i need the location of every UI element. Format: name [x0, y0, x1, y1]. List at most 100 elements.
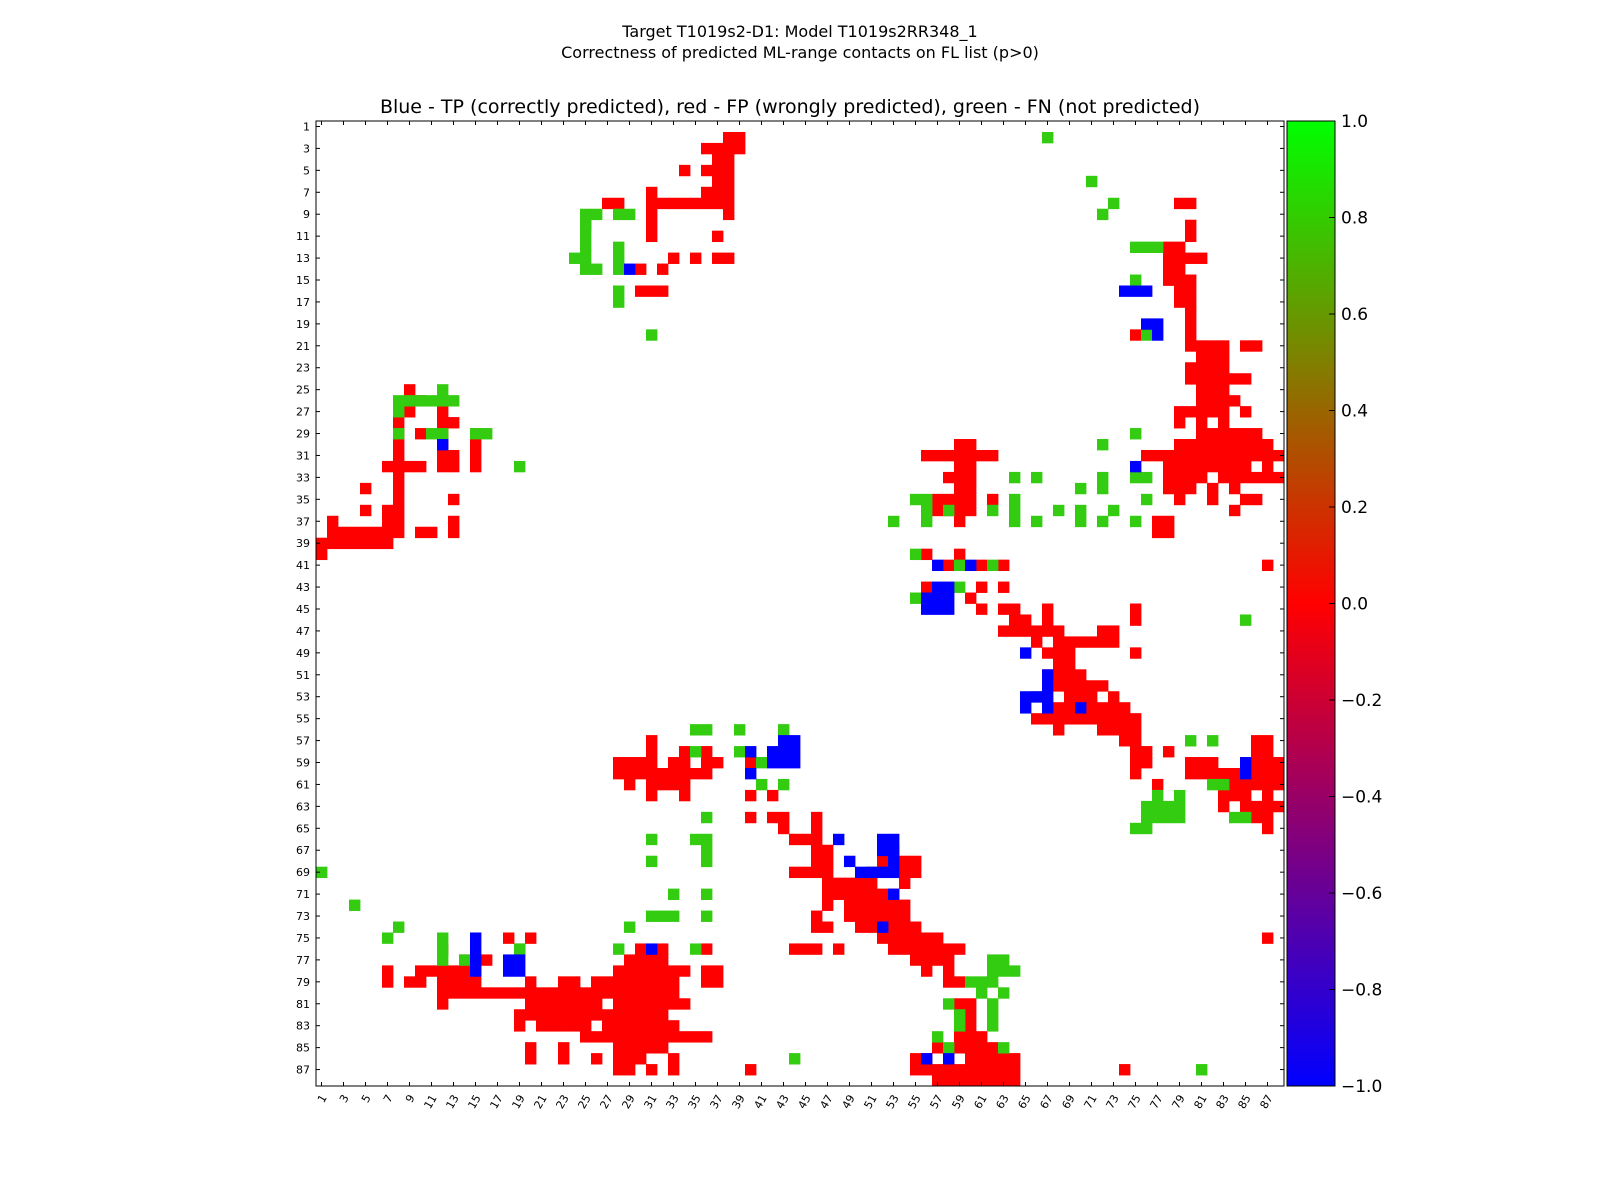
heatmap-cell-fp: [437, 406, 449, 418]
heatmap-cell-fn: [690, 833, 702, 846]
heatmap-cell-fp: [1218, 373, 1230, 385]
heatmap-cell-fp: [569, 987, 581, 999]
y-tick-label: 15: [296, 274, 310, 287]
y-tick-label: 19: [296, 318, 310, 331]
x-tick-label: 31: [641, 1093, 659, 1112]
heatmap-cell-fn: [1130, 471, 1142, 484]
heatmap-cell-fp: [679, 757, 691, 769]
heatmap-cell-tp: [778, 757, 790, 769]
colorbar-tick-label: −0.4: [1341, 788, 1382, 808]
heatmap-cell-fp: [679, 746, 691, 758]
heatmap-cell-fp: [536, 1009, 548, 1021]
heatmap-cell-fp: [547, 1020, 559, 1032]
heatmap-cell-fn: [998, 1042, 1010, 1054]
heatmap-cell-fp: [811, 921, 823, 933]
heatmap-cell-fp: [371, 537, 383, 550]
heatmap-cell-fp: [1174, 263, 1186, 275]
heatmap-cell-fp: [448, 493, 460, 506]
heatmap-cell-fp: [646, 757, 658, 769]
heatmap-cell-fp: [822, 888, 834, 900]
heatmap-cell-fn: [613, 285, 625, 297]
heatmap-cell-fp: [1207, 757, 1219, 769]
heatmap-cell-fp: [690, 252, 702, 264]
heatmap-cell-fn: [591, 263, 603, 275]
heatmap-cell-fp: [855, 921, 867, 933]
heatmap-cell-fn: [1097, 208, 1109, 221]
heatmap-cell-fp: [635, 987, 647, 999]
heatmap-cell-tp: [1020, 702, 1032, 714]
heatmap-cell-tp: [877, 921, 889, 933]
heatmap-cell-fp: [987, 1075, 999, 1087]
heatmap-cell-fp: [1097, 713, 1109, 725]
heatmap-cell-fp: [723, 208, 735, 221]
heatmap-cell-fn: [910, 592, 922, 604]
heatmap-cell-fp: [1251, 449, 1263, 462]
heatmap-cell-tp: [932, 559, 944, 572]
heatmap-cell-tp: [888, 844, 900, 857]
heatmap-cell-fp: [646, 1031, 658, 1043]
heatmap-cell-fp: [481, 954, 493, 966]
heatmap-cell-fp: [712, 230, 724, 243]
heatmap-cell-fn: [580, 219, 592, 232]
heatmap-cell-fp: [613, 1009, 625, 1021]
x-tick-label: 23: [553, 1093, 571, 1112]
colorbar-tick-label: 0.8: [1341, 209, 1368, 229]
heatmap-cell-tp: [514, 965, 526, 977]
heatmap-cell-fp: [558, 1020, 570, 1032]
heatmap-cell-fp: [943, 559, 955, 572]
heatmap-cell-fp: [393, 439, 405, 451]
heatmap-cell-fp: [547, 987, 559, 999]
heatmap-cell-fn: [932, 1031, 944, 1043]
heatmap-cell-fn: [1152, 811, 1164, 824]
heatmap-cell-fn: [437, 932, 449, 944]
heatmap-cell-fp: [448, 987, 460, 999]
heatmap-cell-fp: [646, 285, 658, 297]
heatmap-cell-fp: [393, 493, 405, 506]
heatmap-cell-fp: [1119, 702, 1131, 714]
heatmap-cell-fp: [899, 899, 911, 911]
heatmap-cell-fp: [1086, 691, 1098, 703]
heatmap-cell-tp: [877, 844, 889, 857]
y-tick-label: 61: [296, 778, 310, 791]
heatmap-cell-fp: [668, 757, 680, 769]
heatmap-cell-fn: [690, 746, 702, 758]
heatmap-cell-fp: [1229, 428, 1241, 440]
heatmap-cell-fp: [613, 965, 625, 977]
heatmap-cell-fn: [437, 395, 449, 407]
heatmap-cell-fn: [701, 724, 713, 736]
heatmap-cell-fn: [943, 998, 955, 1010]
heatmap-cell-fp: [459, 965, 471, 977]
heatmap-cell-fp: [932, 932, 944, 944]
heatmap-cell-fp: [1141, 757, 1153, 769]
heatmap-cell-fp: [602, 197, 614, 210]
heatmap-cell-fp: [1185, 449, 1197, 462]
heatmap-cell-fp: [624, 1042, 636, 1054]
x-tick-label: 45: [795, 1093, 813, 1112]
heatmap-cell-fp: [932, 1042, 944, 1054]
figure-title-line2: Correctness of predicted ML-range contac…: [561, 43, 1039, 62]
heatmap-cell-fp: [1185, 482, 1197, 495]
x-tick-label: 3: [337, 1093, 352, 1106]
heatmap-cell-fn: [1130, 515, 1142, 528]
heatmap-cell-fp: [580, 998, 592, 1010]
heatmap-cell-fp: [745, 789, 757, 802]
heatmap-cell-fp: [712, 965, 724, 977]
heatmap-cell-fp: [646, 976, 658, 988]
colorbar-tick-label: 0.4: [1341, 402, 1368, 422]
heatmap-cell-fp: [1240, 439, 1252, 451]
heatmap-cell-fp: [1273, 800, 1285, 813]
y-tick-label: 65: [296, 822, 310, 835]
heatmap-cell-fp: [1163, 460, 1175, 473]
y-tick-label: 55: [296, 713, 310, 726]
colorbar-tick-label: 1.0: [1341, 112, 1368, 132]
heatmap-cell-fn: [1009, 504, 1021, 517]
heatmap-cell-fp: [382, 976, 394, 988]
heatmap-cell-fp: [657, 263, 669, 275]
heatmap-cell-fp: [360, 482, 372, 495]
heatmap-cell-fp: [899, 877, 911, 890]
y-tick-label: 9: [303, 208, 310, 221]
heatmap-cell-fp: [954, 515, 966, 528]
heatmap-cell-tp: [1042, 669, 1054, 681]
heatmap-cell-fp: [921, 581, 933, 593]
